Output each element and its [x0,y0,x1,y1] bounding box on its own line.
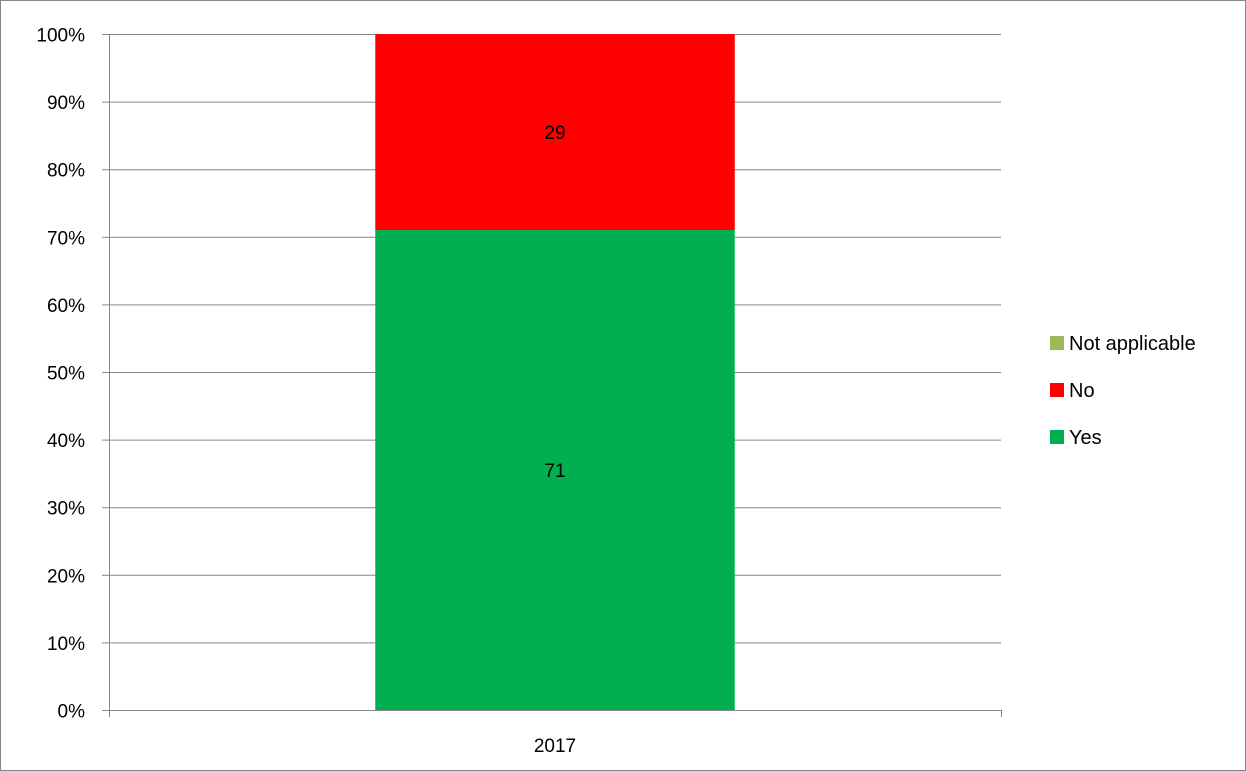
bar-segment-yes [375,230,735,711]
y-tick-labels: 0% 10% 20% 30% 40% 50% 60% 70% 80% 90% 100% [36,26,85,723]
legend-swatch-yes [1050,430,1064,444]
y-tick-label: 60% [47,296,85,317]
y-tick-label: 30% [47,499,85,520]
x-tick-labels: 2017 [534,736,576,757]
bar-segment-no [375,34,735,231]
legend: Not applicable No Yes [1050,333,1196,449]
bar-stack [375,34,735,711]
y-tick-label: 40% [47,431,85,452]
y-tick-label: 70% [47,228,85,249]
legend-swatch-not-applicable [1050,336,1064,350]
y-tick-label: 100% [36,26,85,47]
legend-label-no: No [1069,380,1095,402]
y-tick-label: 0% [58,702,86,723]
x-tick-label: 2017 [534,736,576,757]
y-tick-label: 10% [47,634,85,655]
y-tick-label: 90% [47,93,85,114]
legend-label-not-applicable: Not applicable [1069,333,1196,355]
data-label-no: 29 [544,123,565,144]
data-label-yes: 71 [544,461,565,482]
y-tick-label: 50% [47,364,85,385]
data-labels: 71 29 [544,123,565,482]
axes [102,34,1002,717]
y-tick-label: 80% [47,161,85,182]
legend-swatch-no [1050,383,1064,397]
y-tick-label: 20% [47,566,85,587]
legend-label-yes: Yes [1069,427,1102,449]
